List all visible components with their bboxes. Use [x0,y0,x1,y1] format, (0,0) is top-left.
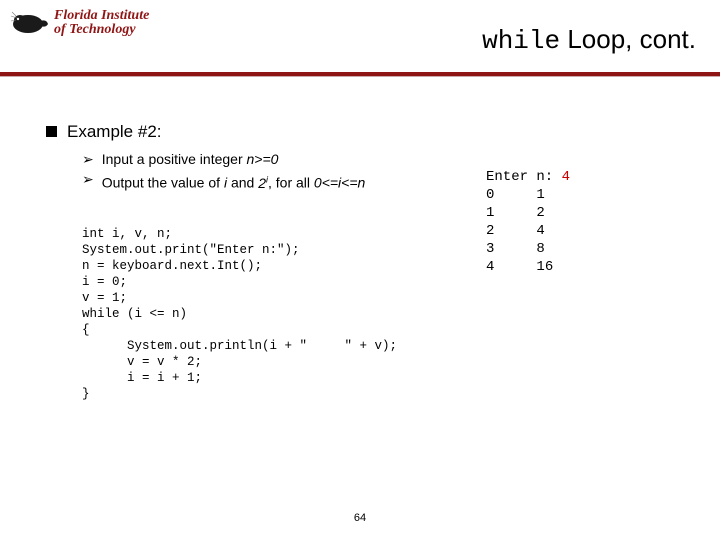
out-v: 16 [536,259,553,275]
content-area: Example #2: ➢ Input a positive integer n… [46,122,686,402]
output-prompt: Enter n: [486,169,562,185]
out-v: 4 [536,223,544,239]
output-row: 4 16 [486,259,553,275]
sub1-prefix: Input a positive integer [102,151,247,167]
out-v: 2 [536,205,544,221]
out-i: 1 [486,205,494,221]
arrow-bullet-icon: ➢ [82,150,94,168]
output-row: 0 1 [486,187,545,203]
sub-bullet-2: ➢ Output the value of i and 2i, for all … [82,170,686,192]
bullet-main-text: Example #2: [67,122,162,142]
sub-bullet-1-text: Input a positive integer n>=0 [102,150,279,168]
title-mono: while [482,26,560,56]
panther-icon [10,8,50,38]
slide-header: Florida Institute of Technology while Lo… [0,0,720,78]
logo-text: Florida Institute of Technology [54,9,149,37]
out-v: 1 [536,187,544,203]
logo-line-2: of Technology [54,23,149,37]
sub1-expr: n>=0 [247,151,279,167]
out-i: 3 [486,241,494,257]
logo: Florida Institute of Technology [10,8,149,38]
out-i: 0 [486,187,494,203]
sub2-c: , for all [268,175,314,191]
output-input: 4 [562,169,570,185]
square-bullet-icon [46,126,57,137]
sub-bullet-1: ➢ Input a positive integer n>=0 [82,150,686,168]
title-rule-shadow [0,76,720,77]
out-i: 2 [486,223,494,239]
title-rest: Loop, cont. [560,24,696,54]
out-i: 4 [486,259,494,275]
bullet-main: Example #2: [46,122,686,142]
code-block: int i, v, n; System.out.print("Enter n:"… [82,226,686,402]
sub-bullet-list: ➢ Input a positive integer n>=0 ➢ Output… [82,150,686,192]
sub2-base: 2 [258,175,266,191]
out-v: 8 [536,241,544,257]
page-number: 64 [0,512,720,524]
sub2-a: Output the value of [102,175,224,191]
output-row: 3 8 [486,241,545,257]
logo-line-1: Florida Institute [54,9,149,23]
sub-bullet-2-text: Output the value of i and 2i, for all 0<… [102,170,366,192]
output-block: Enter n: 4 0 1 1 2 2 4 3 8 4 16 [486,168,570,276]
arrow-bullet-icon: ➢ [82,170,94,188]
slide-title: while Loop, cont. [482,24,696,56]
sub2-d: 0<=i<=n [314,175,365,191]
sub2-b: and [227,175,258,191]
output-row: 2 4 [486,223,545,239]
output-row: 1 2 [486,205,545,221]
